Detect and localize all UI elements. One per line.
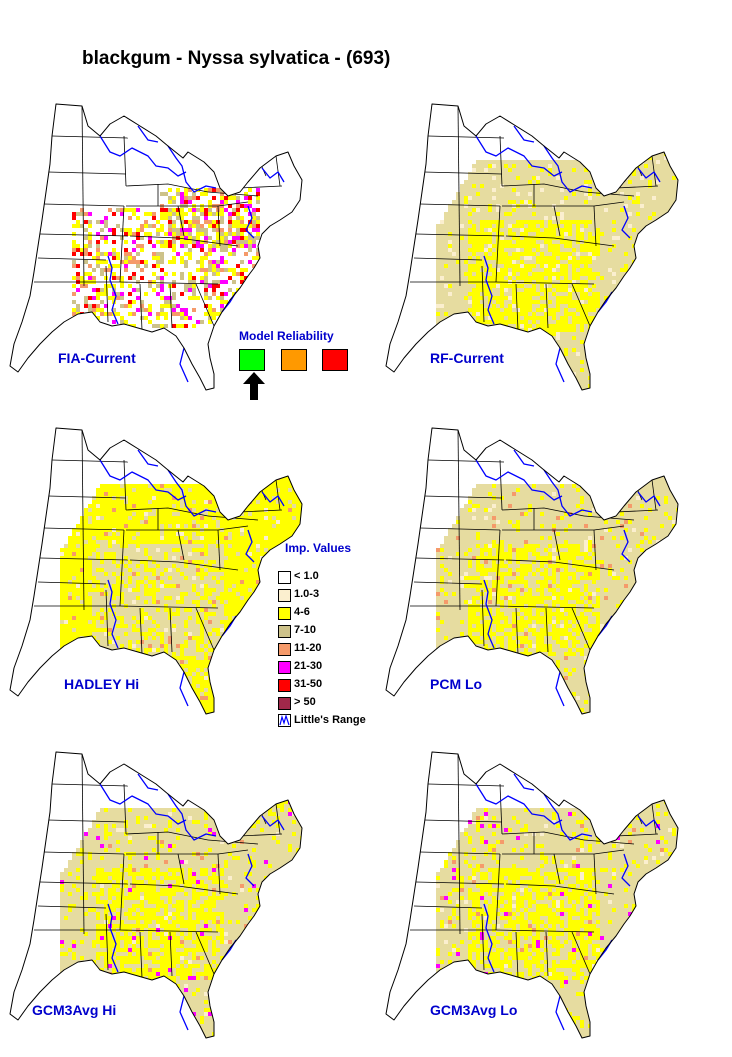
legend-label: 21-30	[294, 660, 323, 672]
page-title: blackgum - Nyssa sylvatica - (693)	[82, 48, 391, 69]
map-panel-pcm-lo: PCM Lo	[384, 420, 684, 720]
legend-swatch	[278, 661, 291, 674]
legend-label: < 1.0	[294, 570, 319, 582]
legend-swatch	[278, 589, 291, 602]
legend-label: 4-6	[294, 606, 310, 618]
littles-range-icon	[278, 714, 291, 727]
legend-label: 7-10	[294, 624, 317, 636]
model-reliability-title: Model Reliability	[239, 329, 334, 343]
legend-label: > 50	[294, 696, 316, 708]
panel-label: RF-Current	[430, 350, 504, 366]
us-map	[385, 103, 679, 391]
legend-swatch	[278, 625, 291, 638]
legend-label: 31-50	[294, 678, 323, 690]
reliability-swatch-medium	[281, 349, 307, 371]
legend-swatch	[278, 643, 291, 656]
panel-label: PCM Lo	[430, 676, 483, 692]
reliability-swatch-low	[322, 349, 348, 371]
legend-label: 11-20	[294, 642, 322, 654]
legend-swatch	[278, 679, 291, 692]
map-panel-fia-current: FIA-Current	[8, 96, 308, 396]
legend-swatch	[278, 571, 291, 584]
legend-swatch	[278, 697, 291, 710]
us-map	[385, 427, 679, 715]
us-map	[9, 427, 303, 715]
us-map	[9, 751, 303, 1039]
panel-label: GCM3Avg Lo	[430, 1002, 518, 1018]
legend-label: Little's Range	[294, 714, 366, 726]
map-panel-rf-current: RF-Current	[384, 96, 684, 396]
map-panel-gcm3avg-hi: GCM3Avg Hi	[8, 744, 308, 1044]
us-map	[9, 103, 303, 391]
us-map	[385, 751, 679, 1039]
panel-label: FIA-Current	[58, 350, 136, 366]
up-arrow-icon	[243, 372, 265, 400]
panel-label: GCM3Avg Hi	[32, 1002, 117, 1018]
legend-label: 1.0-3	[294, 588, 320, 600]
reliability-swatch-high	[239, 349, 265, 371]
panel-label: HADLEY Hi	[64, 676, 140, 692]
legend-title: Imp. Values	[285, 541, 352, 555]
legend-swatch	[278, 607, 291, 620]
map-panel-gcm3avg-lo: GCM3Avg Lo	[384, 744, 684, 1044]
map-panel-hadley-hi: HADLEY Hi	[8, 420, 308, 720]
